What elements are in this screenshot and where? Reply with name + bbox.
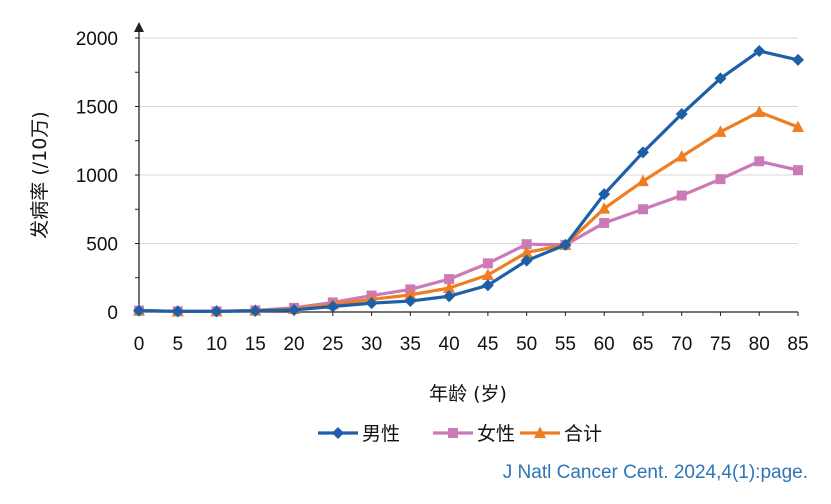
x-tick-label: 0 — [134, 334, 145, 355]
x-tick-label: 15 — [245, 334, 266, 355]
x-tick-label: 75 — [710, 334, 731, 355]
series-0 — [133, 45, 804, 318]
series-line — [138, 110, 799, 313]
x-tick-labels: 0 5 10 15 20 25 30 35 40 45 50 55 60 65 70 75 80 85 — [134, 334, 809, 355]
legend-label: 合计 — [564, 423, 602, 445]
legend-marker — [448, 428, 458, 438]
data-point — [559, 238, 572, 251]
data-point — [598, 202, 611, 214]
y-tick-labels: 0 500 1000 1500 2000 — [76, 29, 118, 324]
y-tick-label: 1000 — [76, 166, 118, 187]
data-point — [443, 290, 456, 303]
data-point — [288, 303, 301, 316]
x-tick-label: 10 — [206, 334, 227, 355]
x-tick-label: 20 — [283, 334, 304, 355]
x-tick-label: 80 — [749, 334, 770, 355]
legend: 男性 女性 合计 — [318, 423, 602, 445]
legend-item: 女性 — [433, 423, 515, 445]
data-point — [753, 105, 766, 117]
data-point — [753, 45, 766, 58]
data-point — [598, 188, 611, 201]
series-group — [133, 45, 804, 318]
legend-label: 男性 — [362, 423, 400, 445]
data-point — [715, 174, 726, 185]
y-tick-label: 2000 — [76, 29, 118, 50]
data-point — [637, 204, 648, 215]
data-point — [171, 305, 184, 318]
x-tick-label: 55 — [555, 334, 576, 355]
data-point — [482, 258, 493, 269]
x-tick-label: 85 — [787, 334, 808, 355]
data-point — [792, 53, 804, 66]
x-tick-label: 25 — [322, 334, 343, 355]
data-point — [675, 108, 688, 121]
data-point — [404, 295, 417, 308]
x-tick-label: 45 — [477, 334, 498, 355]
y-axis-arrow — [134, 22, 144, 32]
series-line — [138, 49, 799, 313]
series-line — [138, 159, 799, 313]
data-point — [675, 150, 688, 162]
legend-item: 合计 — [520, 423, 602, 445]
data-point — [793, 165, 803, 176]
legend-marker — [332, 427, 344, 439]
data-point — [133, 304, 145, 317]
data-point — [520, 254, 533, 267]
gridlines — [139, 37, 798, 244]
data-point — [249, 304, 262, 317]
y-tick-label: 0 — [107, 303, 118, 324]
x-tick-label: 30 — [361, 334, 382, 355]
data-point — [714, 125, 727, 137]
data-point — [521, 239, 532, 250]
data-point — [444, 274, 455, 285]
data-point — [520, 245, 533, 258]
legend-marker — [534, 426, 546, 438]
data-point — [326, 300, 339, 313]
x-tick-label: 50 — [516, 334, 537, 355]
incidence-line-chart: 0 500 1000 1500 2000 0 5 10 15 20 25 30 35 40 45 50 55 6… — [29, 22, 809, 445]
data-point — [443, 281, 456, 294]
data-point — [599, 217, 610, 228]
x-tick-label: 40 — [439, 334, 460, 355]
x-tick-label: 60 — [594, 334, 615, 355]
data-point — [481, 268, 494, 281]
x-axis-label: 年龄 (岁) — [429, 383, 507, 405]
legend-item: 男性 — [318, 423, 400, 445]
data-point — [754, 156, 765, 167]
y-tick-label: 500 — [86, 235, 118, 256]
data-point — [210, 305, 223, 318]
data-point — [636, 146, 649, 159]
legend-label: 女性 — [477, 423, 515, 445]
x-tick-label: 65 — [632, 334, 653, 355]
data-point — [676, 190, 687, 201]
y-axis-label: 发病率 (/10万) — [29, 111, 51, 238]
y-tick-label: 1500 — [76, 98, 118, 119]
x-tick-label: 35 — [400, 334, 421, 355]
data-point — [714, 72, 727, 85]
data-point — [636, 174, 649, 187]
series-2 — [133, 105, 804, 317]
data-point — [365, 297, 378, 310]
data-point — [792, 120, 804, 133]
x-tick-label: 5 — [172, 334, 183, 355]
x-tick-label: 70 — [671, 334, 692, 355]
source-citation: J Natl Cancer Cent. 2024,4(1):page. — [502, 462, 808, 483]
data-point — [481, 279, 494, 292]
data-point — [404, 288, 417, 300]
